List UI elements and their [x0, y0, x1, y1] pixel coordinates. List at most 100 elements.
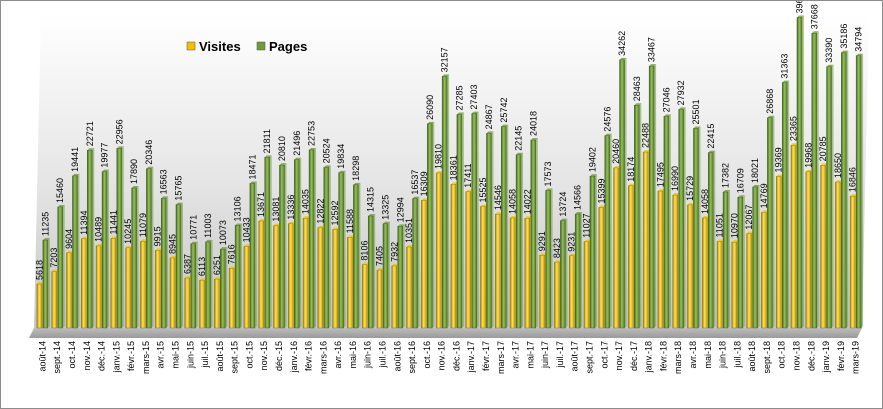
x-tick-label: janv.-15 [111, 341, 121, 373]
value-label-pages: 27046 [661, 87, 671, 112]
x-tick-label: juin-18 [718, 341, 728, 369]
bar-top-visites [140, 239, 148, 242]
bar-pages [781, 82, 788, 329]
bar-top-pages [102, 169, 110, 172]
x-tick-label: juil.-18 [732, 341, 742, 369]
bar-pages [796, 17, 803, 329]
value-label-visites: 10970 [729, 213, 739, 238]
bar-side-pages [728, 189, 731, 328]
bar-side-pages [77, 173, 80, 328]
bar-pages [634, 105, 640, 329]
bar-visites [391, 265, 397, 329]
bar-pages [397, 226, 403, 329]
x-tick-label: oct.-15 [244, 341, 254, 369]
bar-visites [199, 279, 205, 329]
value-label-pages: 33467 [647, 37, 657, 62]
value-label-pages: 24576 [602, 107, 612, 132]
bar-pages [678, 109, 684, 329]
bar-side-pages [831, 64, 834, 328]
bar-top-visites [657, 189, 665, 192]
bar-top-pages [575, 212, 583, 215]
bar-pages [515, 154, 522, 329]
bar-pages [456, 114, 463, 329]
value-label-pages: 15460 [55, 178, 65, 203]
bar-pages [855, 55, 862, 329]
value-label-visites: 9231 [567, 232, 577, 252]
bar-pages [841, 52, 847, 329]
x-tick-label: déc.-14 [97, 341, 107, 371]
legend-label-pages: Pages [269, 39, 307, 54]
bar-side-pages [151, 166, 154, 328]
value-label-visites: 19968 [803, 143, 813, 168]
bar-top-pages [175, 202, 183, 205]
x-tick-label: mai-18 [703, 341, 713, 369]
bar-side-pages [373, 213, 376, 328]
chart-floor [29, 328, 862, 338]
bar-visites [184, 277, 190, 329]
value-label-pages: 33390 [824, 38, 834, 63]
bar-top-pages [619, 57, 627, 60]
bar-pages [722, 191, 729, 329]
bar-top-visites [790, 143, 798, 146]
bar-pages [589, 175, 596, 329]
value-label-pages: 27932 [676, 80, 686, 105]
x-tick-label: sept.-16 [407, 341, 417, 374]
value-label-pages: 19977 [100, 143, 110, 168]
bar-top-visites [480, 204, 488, 207]
bar-top-visites [436, 170, 444, 173]
bar-side-pages [757, 184, 760, 328]
bar-side-pages [654, 64, 657, 328]
x-tick-label: juin-17 [540, 341, 550, 369]
bar-visites [761, 212, 767, 329]
bar-top-visites [317, 225, 325, 228]
bar-visites [642, 151, 649, 329]
bar-top-visites [273, 223, 281, 226]
x-tick-label: juin-16 [363, 341, 373, 369]
value-label-pages: 18298 [351, 156, 361, 181]
bar-pages [412, 198, 418, 329]
bar-visites [702, 217, 708, 329]
bar-top-pages [516, 152, 524, 155]
bar-top-visites [672, 193, 680, 196]
value-label-visites: 19810 [434, 144, 444, 169]
bar-visites [465, 191, 471, 329]
x-tick-label: oct.-14 [67, 341, 77, 369]
x-tick-label: août-17 [570, 341, 580, 372]
x-tick-label: sept.-14 [52, 341, 62, 374]
value-label-visites: 11027 [581, 213, 591, 237]
bar-side-pages [358, 182, 361, 328]
bar-pages [471, 113, 477, 329]
value-label-visites: 13081 [271, 197, 281, 222]
bar-pages [648, 65, 655, 329]
x-tick-label: août-16 [392, 341, 402, 372]
bar-side-pages [565, 218, 568, 328]
x-tick-label: nov.-17 [614, 341, 624, 370]
value-label-pages: 22415 [706, 124, 716, 149]
bar-top-visites [288, 221, 296, 224]
value-label-visites: 5618 [34, 260, 44, 280]
value-label-pages: 20810 [277, 136, 287, 161]
value-label-visites: 15729 [685, 176, 695, 201]
bar-side-pages [816, 31, 819, 329]
x-tick-label: nov.-18 [791, 341, 801, 370]
value-label-pages: 11235 [40, 212, 50, 236]
bar-visites [716, 241, 723, 329]
value-label-pages: 28463 [632, 76, 642, 101]
bar-pages [175, 204, 182, 329]
bar-top-visites [465, 189, 473, 192]
value-label-pages: 34262 [617, 31, 627, 56]
bar-top-pages [190, 241, 198, 244]
bar-side-pages [432, 121, 435, 328]
bar-visites [820, 165, 826, 329]
bar-visites [480, 206, 486, 329]
value-label-pages: 16709 [735, 168, 745, 193]
bar-side-pages [328, 165, 331, 328]
bar-top-pages [235, 223, 243, 226]
bar-pages [663, 116, 670, 329]
value-label-visites: 12592 [330, 200, 340, 225]
bar-top-visites [717, 239, 725, 242]
bar-visites [66, 252, 72, 329]
bar-side-pages [683, 107, 686, 328]
bar-top-visites [332, 227, 340, 230]
x-tick-label: juil.-16 [377, 341, 387, 369]
